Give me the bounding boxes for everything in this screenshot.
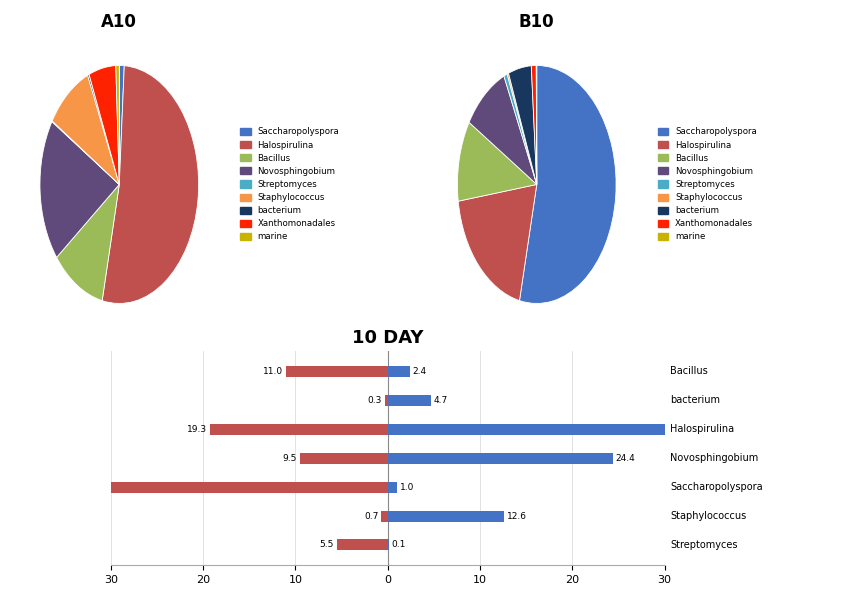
Bar bbox=[388, 511, 504, 522]
Text: 1.0: 1.0 bbox=[400, 483, 414, 491]
Title: B10: B10 bbox=[519, 13, 555, 32]
Wedge shape bbox=[532, 65, 537, 184]
Wedge shape bbox=[469, 76, 537, 184]
Legend: Saccharopolyspora, Halospirulina, Bacillus, Novosphingobium, Streptomyces, Staph: Saccharopolyspora, Halospirulina, Bacill… bbox=[239, 126, 341, 243]
Wedge shape bbox=[520, 65, 616, 303]
Wedge shape bbox=[89, 65, 119, 184]
Bar bbox=[210, 424, 388, 435]
Text: Novosphingobium: Novosphingobium bbox=[671, 453, 758, 463]
Title: A10: A10 bbox=[101, 13, 137, 32]
Wedge shape bbox=[504, 74, 537, 184]
Text: 19.3: 19.3 bbox=[187, 425, 207, 434]
Wedge shape bbox=[88, 74, 119, 184]
Bar bbox=[381, 511, 388, 522]
Bar bbox=[388, 366, 410, 377]
Wedge shape bbox=[458, 123, 537, 201]
Bar bbox=[337, 540, 388, 550]
Bar bbox=[388, 453, 613, 464]
Text: 2.4: 2.4 bbox=[412, 367, 427, 376]
Wedge shape bbox=[52, 76, 119, 184]
Wedge shape bbox=[102, 65, 199, 303]
Title: 10 DAY: 10 DAY bbox=[352, 328, 423, 347]
Bar bbox=[385, 394, 388, 406]
Text: Bacillus: Bacillus bbox=[671, 367, 708, 376]
Text: 11.0: 11.0 bbox=[263, 367, 284, 376]
Text: 9.5: 9.5 bbox=[283, 453, 297, 463]
Text: 0.7: 0.7 bbox=[364, 512, 378, 521]
Bar bbox=[286, 366, 388, 377]
Legend: Saccharopolyspora, Halospirulina, Bacillus, Novosphingobium, Streptomyces, Staph: Saccharopolyspora, Halospirulina, Bacill… bbox=[656, 126, 758, 243]
Wedge shape bbox=[458, 184, 537, 300]
Wedge shape bbox=[119, 65, 124, 184]
Text: Streptomyces: Streptomyces bbox=[671, 540, 738, 550]
Text: Saccharopolyspora: Saccharopolyspora bbox=[671, 482, 763, 492]
Text: 24.4: 24.4 bbox=[616, 453, 636, 463]
Text: bacterium: bacterium bbox=[671, 395, 720, 405]
Wedge shape bbox=[52, 121, 119, 184]
Text: Halospirulina: Halospirulina bbox=[671, 424, 734, 434]
Bar bbox=[388, 481, 397, 493]
Bar bbox=[388, 424, 852, 435]
Bar bbox=[388, 394, 431, 406]
Bar bbox=[300, 453, 388, 464]
Wedge shape bbox=[509, 65, 537, 184]
Wedge shape bbox=[116, 65, 119, 184]
Text: 0.1: 0.1 bbox=[391, 540, 406, 550]
Wedge shape bbox=[507, 73, 537, 184]
Text: 5.5: 5.5 bbox=[320, 540, 334, 550]
Text: 12.6: 12.6 bbox=[507, 512, 527, 521]
Text: 4.7: 4.7 bbox=[434, 396, 448, 405]
Bar bbox=[0, 481, 388, 493]
Wedge shape bbox=[40, 121, 119, 258]
Text: Staphylococcus: Staphylococcus bbox=[671, 511, 746, 521]
Text: 0.3: 0.3 bbox=[368, 396, 382, 405]
Bar bbox=[388, 540, 389, 550]
Wedge shape bbox=[56, 184, 119, 300]
